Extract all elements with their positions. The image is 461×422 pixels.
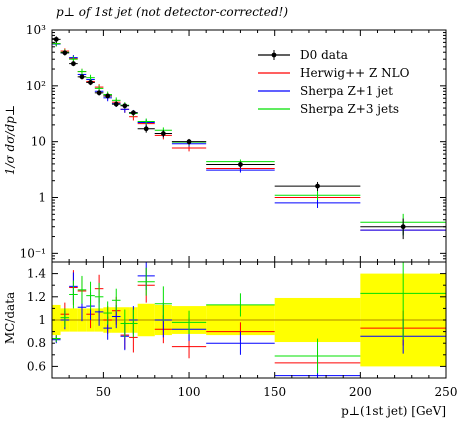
main-ylabel: 1/σ dσ/dp⊥ [3, 105, 17, 175]
chart-text-layer: p⊥ of 1st jet (not detector-corrected!) … [3, 5, 457, 418]
data-point [96, 90, 102, 96]
chart-frame-layer [51, 29, 447, 379]
ratio-ylabel: MC/data [3, 292, 17, 344]
data-point [160, 131, 166, 136]
data-point [105, 93, 111, 99]
x-tick-label: 50 [96, 385, 111, 399]
y-tick-label: 1 [38, 191, 46, 205]
data-point [238, 162, 243, 167]
data-point [71, 61, 76, 67]
data-point [79, 74, 85, 80]
data-point [88, 80, 93, 85]
legend-label-sherpa-z-3-jets: Sherpa Z+3 jets [300, 102, 399, 116]
ratio-y-tick-label: 0.6 [27, 359, 46, 373]
x-tick-label: 200 [349, 385, 372, 399]
data-point [143, 126, 149, 132]
y-tick-label: 10⁻¹ [20, 246, 46, 260]
y-tick-label: 10³ [26, 23, 46, 37]
legend-label-d0-data: D0 data [300, 48, 348, 62]
ratio-y-tick-label: 1.4 [27, 267, 46, 281]
legend-label-herwig-z-nlo: Herwig++ Z NLO [300, 66, 410, 80]
legend-label-sherpa-z-1-jet: Sherpa Z+1 jet [300, 84, 393, 98]
legend-marker-d0-data [271, 52, 277, 58]
data-point [130, 110, 136, 116]
x-axis-label: p⊥(1st jet) [GeV] [341, 404, 446, 418]
data-point [315, 183, 320, 189]
x-tick-label: 250 [435, 385, 458, 399]
y-tick-label: 10 [31, 135, 46, 149]
x-tick-label: 100 [178, 385, 201, 399]
data-point [186, 139, 192, 145]
ratio-y-tick-label: 1.2 [27, 290, 46, 304]
chart-marks-layer [52, 36, 446, 378]
ratio-y-tick-label: 0.8 [27, 336, 46, 350]
data-point [62, 50, 68, 56]
data-point [53, 36, 59, 42]
y-tick-label: 10² [26, 79, 46, 93]
ratio-y-tick-label: 1 [38, 313, 46, 327]
data-point [113, 101, 119, 107]
x-tick-label: 150 [263, 385, 286, 399]
data-point [400, 224, 406, 230]
data-point [122, 103, 128, 109]
legend: D0 data Herwig++ Z NLO Sherpa Z+1 jet Sherp… [258, 48, 410, 116]
main-title: p⊥ of 1st jet (not detector-corrected!) [56, 5, 288, 19]
